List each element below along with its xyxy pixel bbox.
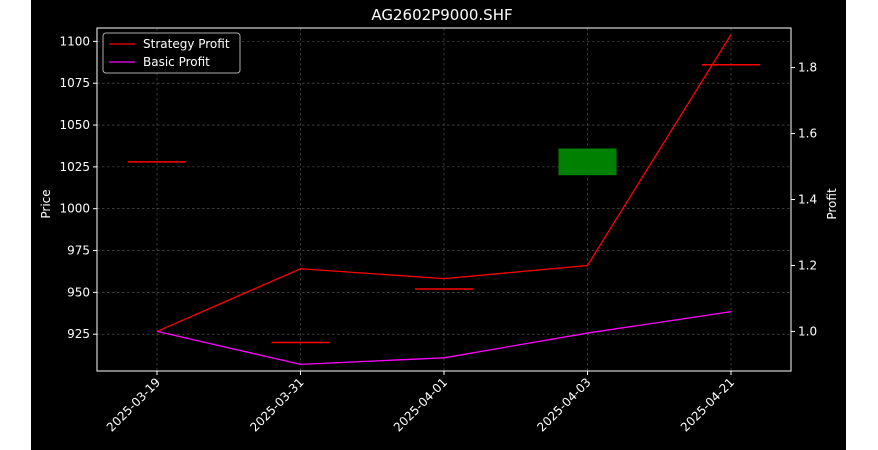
y-tick-label: 1075	[59, 76, 90, 90]
y-axis-label: Price	[39, 189, 53, 218]
legend-label: Strategy Profit	[143, 37, 230, 51]
y2-tick-label: 1.4	[798, 193, 817, 207]
y-tick-label: 1025	[59, 160, 90, 174]
candle-2025-04-03	[558, 148, 617, 176]
legend: Strategy Profit Basic Profit	[102, 32, 241, 74]
y-tick-label: 1100	[59, 34, 90, 48]
legend-box	[102, 32, 241, 74]
chart-title: AG2602P9000.SHF	[371, 6, 512, 24]
y2-tick-label: 1.8	[798, 61, 817, 75]
y-tick-label: 1050	[59, 118, 90, 132]
y2-tick-label: 1.0	[798, 324, 817, 338]
figure-background	[31, 0, 846, 450]
y-tick-label: 975	[67, 244, 90, 258]
legend-label: Basic Profit	[143, 55, 210, 69]
y2-tick-label: 1.2	[798, 258, 817, 272]
y-tick-label: 950	[67, 285, 90, 299]
y-tick-label: 1000	[59, 202, 90, 216]
y2-axis-label: Profit	[825, 188, 839, 220]
y-tick-label: 925	[67, 327, 90, 341]
y2-tick-label: 1.6	[798, 127, 817, 141]
